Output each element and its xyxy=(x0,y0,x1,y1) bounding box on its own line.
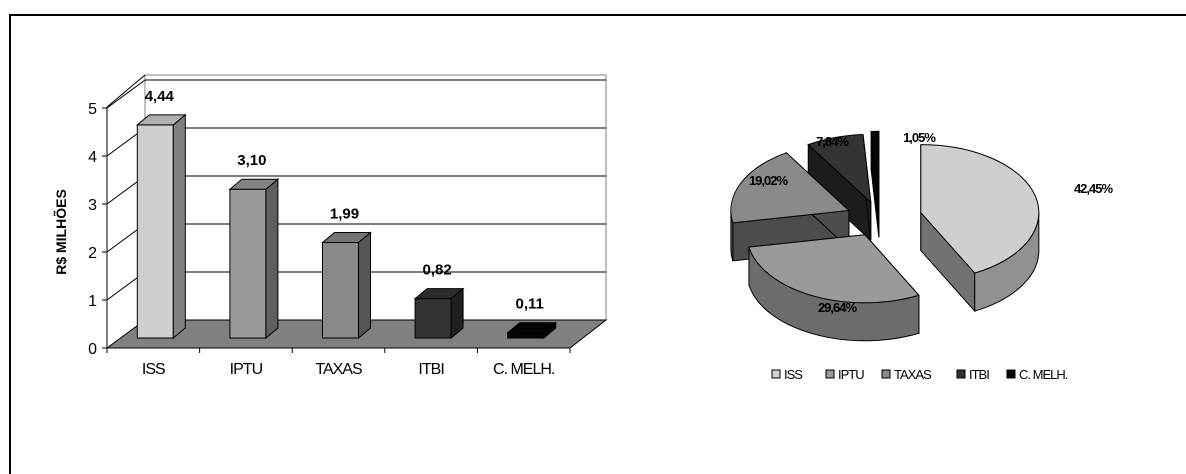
bar xyxy=(413,287,465,340)
pie-slice xyxy=(748,233,920,342)
legend-item: ITBI xyxy=(956,367,990,382)
pie-percent-labels: 42,45% 29,64% 19,02% 7,84% 1,05% xyxy=(749,130,1115,315)
chart-back-wall xyxy=(144,74,607,321)
bar-value-label: 1,99 xyxy=(330,205,359,222)
bar-side xyxy=(172,113,186,340)
chart-left-wall-edge xyxy=(106,74,146,108)
y-tick-label: 4 xyxy=(88,149,97,166)
gridline-diag xyxy=(106,79,146,109)
bar-top xyxy=(506,322,558,334)
bar-front xyxy=(136,124,174,339)
bar-front xyxy=(229,188,267,339)
bar-value-label: 4,44 xyxy=(145,88,175,105)
legend-swatch xyxy=(825,369,835,379)
bar xyxy=(135,113,187,340)
bar-top xyxy=(413,288,465,300)
pie-percent-label: 7,84% xyxy=(816,134,849,149)
legend-swatch xyxy=(881,369,891,379)
pie-chart: 42,45% 29,64% 19,02% 7,84% 1,05% ISS IPTU TAXA… xyxy=(730,130,1115,382)
y-tick-label: 5 xyxy=(88,101,97,118)
bar-value-labels: 4,44 3,10 1,99 0,82 0,11 xyxy=(145,88,544,313)
y-tick-label: 0 xyxy=(88,341,97,358)
bar-chart: 0 1 2 3 4 5 4,44 3,10 1,99 0,82 0,11 ISS IPTU TAXAS… xyxy=(52,74,608,378)
pie-slice xyxy=(920,144,1040,313)
gridlines xyxy=(106,79,606,301)
legend-item: ISS xyxy=(771,367,804,382)
legend-swatch xyxy=(1006,369,1016,379)
y-tick-label: 1 xyxy=(88,293,97,310)
legend-label: C. MELH. xyxy=(1019,367,1068,382)
bars xyxy=(135,113,558,340)
pie-percent-label: 29,64% xyxy=(818,300,858,315)
legend-label: IPTU xyxy=(838,367,864,382)
category-label: ITBI xyxy=(418,361,443,378)
bar xyxy=(506,321,558,340)
y-ticks: 0 1 2 3 4 5 xyxy=(88,101,107,358)
bar-top xyxy=(228,178,280,190)
bar-front xyxy=(414,298,452,339)
bar-front xyxy=(507,332,545,339)
category-label: TAXAS xyxy=(315,361,362,378)
bar-value-label: 0,11 xyxy=(516,296,544,313)
bar-front xyxy=(322,241,359,339)
legend-item: TAXAS xyxy=(881,367,933,382)
y-tick-label: 2 xyxy=(88,245,97,262)
chart-canvas: 0 1 2 3 4 5 4,44 3,10 1,99 0,82 0,11 ISS IPTU TAXAS… xyxy=(52,74,1115,382)
x-ticks xyxy=(106,348,571,353)
bar-top xyxy=(321,231,372,243)
bar-side xyxy=(358,231,371,340)
category-labels: ISS IPTU TAXAS ITBI C. MELH. xyxy=(142,361,555,378)
bar xyxy=(228,178,280,340)
pie-percent-label: 1,05% xyxy=(903,130,936,145)
category-label: IPTU xyxy=(230,361,263,378)
bar-top xyxy=(135,114,187,126)
y-tick-label: 3 xyxy=(88,197,97,214)
pie-percent-label: 19,02% xyxy=(749,173,789,188)
pie-legend: ISS IPTU TAXAS ITBI C. MELH. xyxy=(771,367,1069,382)
pie-sides xyxy=(730,130,1040,342)
chart-frame xyxy=(9,14,1186,474)
legend-item: IPTU xyxy=(825,367,865,382)
legend-swatch xyxy=(771,369,781,379)
category-label: ISS xyxy=(142,361,165,378)
legend-label: ITBI xyxy=(969,367,989,382)
pie-slice-top xyxy=(730,152,851,224)
legend-swatch xyxy=(956,369,966,379)
legend-label: TAXAS xyxy=(894,367,932,382)
bar xyxy=(321,231,372,340)
legend-item: C. MELH. xyxy=(1006,367,1069,382)
pie-percent-label: 42,45% xyxy=(1074,181,1114,196)
legend-label: ISS xyxy=(784,367,803,382)
pie-slice-top xyxy=(920,144,1040,274)
bar-side xyxy=(265,178,279,340)
y-axis-title: R$ MILHÕES xyxy=(52,189,69,275)
category-label: C. MELH. xyxy=(493,361,554,378)
pie-slice xyxy=(870,130,880,238)
pie-slice-top xyxy=(748,234,920,304)
bar-value-label: 3,10 xyxy=(237,152,266,169)
pie-slice-top xyxy=(807,133,872,204)
bar-value-label: 0,82 xyxy=(422,262,451,279)
pie-slice-top xyxy=(870,130,880,200)
